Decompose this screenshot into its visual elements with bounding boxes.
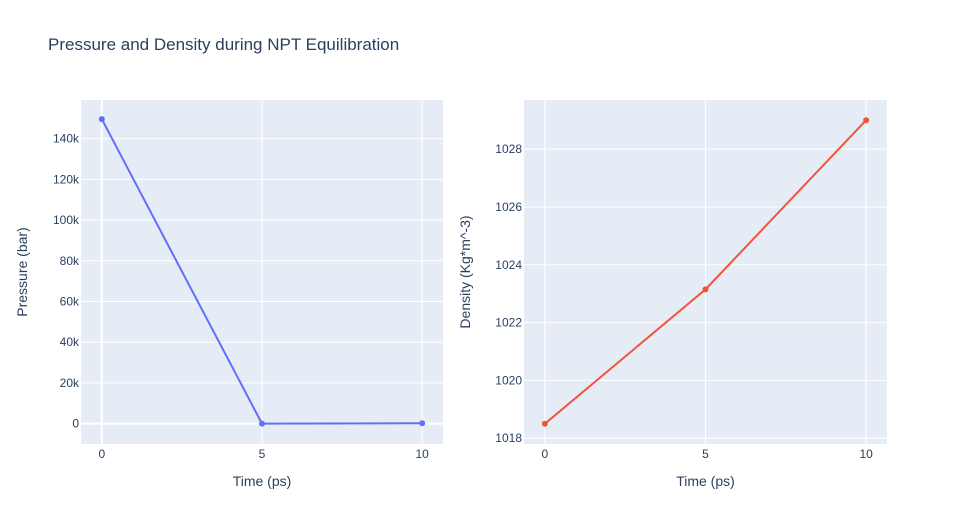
density-y-tick-label: 1022 [495, 316, 522, 330]
density-x-tick-label: 10 [859, 447, 873, 461]
pressure-data-point[interactable] [259, 420, 265, 427]
pressure-x-tick-label: 5 [259, 447, 266, 461]
density-y-tick-label: 1018 [495, 431, 522, 445]
density-x-tick-label: 0 [542, 447, 549, 461]
pressure-y-tick-label: 20k [60, 376, 80, 390]
pressure-y-tick-label: 120k [53, 172, 80, 186]
pressure-y-axis-title: Pressure (bar) [14, 227, 30, 316]
pressure-y-tick-label: 0 [72, 417, 79, 431]
pressure-y-tick-label: 140k [53, 132, 80, 146]
density-y-axis-title: Density (Kg*m^-3) [457, 215, 473, 328]
density-y-tick-label: 1026 [495, 200, 522, 214]
pressure-data-point[interactable] [419, 420, 426, 427]
chart-title: Pressure and Density during NPT Equilibr… [48, 35, 399, 54]
pressure-y-tick-label: 80k [60, 254, 80, 268]
pressure-x-tick-label: 0 [98, 447, 105, 461]
pressure-y-tick-label: 40k [60, 335, 80, 349]
density-data-point[interactable] [702, 286, 709, 293]
density-data-point[interactable] [541, 420, 548, 427]
pressure-y-tick-label: 100k [53, 213, 80, 227]
pressure-data-point[interactable] [98, 116, 105, 123]
density-data-point[interactable] [863, 117, 870, 124]
density-y-tick-label: 1020 [495, 373, 522, 387]
pressure-y-tick-label: 60k [60, 295, 80, 309]
density-y-tick-label: 1028 [495, 142, 522, 156]
density-subplot: 0 5 10 1018 1020 1022 1024 1026 1028 Time (ps) Den… [457, 100, 887, 489]
pressure-x-axis-title: Time (ps) [233, 473, 292, 489]
density-x-tick-label: 5 [702, 447, 709, 461]
pressure-subplot: 0 5 10 0 20k 40k 60k 80k 100k 120k 140k Time (ps) Pr… [14, 100, 443, 489]
density-y-tick-label: 1024 [495, 258, 522, 272]
density-x-axis-title: Time (ps) [676, 473, 735, 489]
pressure-x-tick-label: 10 [415, 447, 429, 461]
